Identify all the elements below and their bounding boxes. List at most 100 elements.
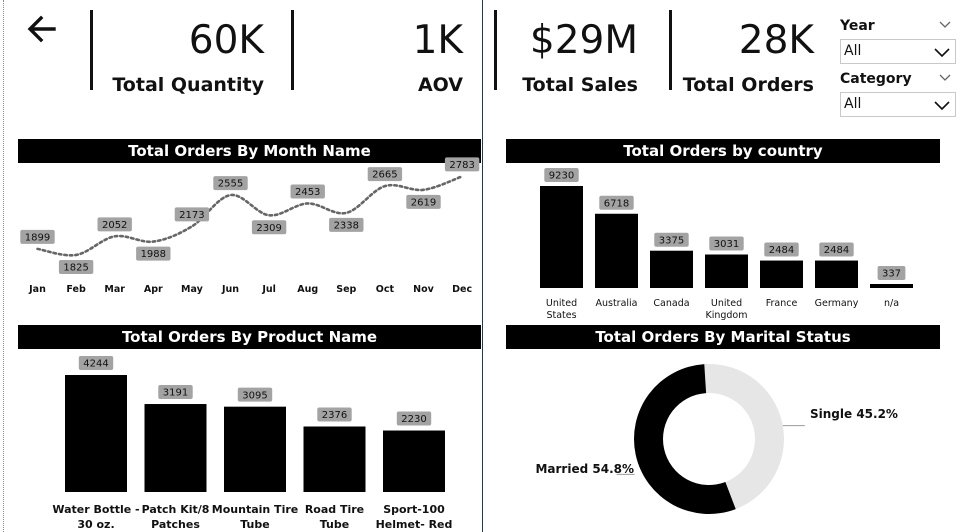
country-axis-label: United [711,298,742,309]
month-axis-label: Dec [452,284,472,295]
kpi-label: Total Orders [682,74,814,96]
country-data-label-bg [599,195,634,210]
product-axis-label: Helmet- Red [376,518,453,531]
product-data-label: 2230 [401,414,426,425]
year-dropdown[interactable]: All [840,39,956,64]
month-axis-label: Nov [413,284,434,295]
panel-title-product: Total Orders By Product Name [18,325,481,349]
month-data-label-bg [406,194,441,209]
category-slicer: Category All [840,70,956,117]
country-data-label-bg [654,232,689,247]
orders-by-marital-donut-chart: Single 45.2% Married 54.8% [535,364,898,514]
category-dropdown-value: All [844,96,862,112]
month-axis-label: Oct [376,284,395,295]
panel-title-month: Total Orders By Month Name [18,139,481,163]
country-bar [870,284,913,288]
month-axis-label: Jul [261,284,276,295]
month-axis-label: Apr [144,284,163,295]
kpi-card-total-orders: 28K Total Orders [680,16,814,98]
chevron-down-icon [934,48,950,58]
month-data-label-bg [367,167,403,182]
country-data-label: 3375 [659,235,684,246]
chevron-down-icon [934,101,950,111]
country-axis-label: States [546,310,576,321]
country-bar [705,254,748,288]
product-data-label: 3095 [242,390,267,401]
country-axis-label: France [766,298,798,309]
kpi-card-total-sales: $29M Total Sales [510,16,638,98]
canvas-left-border [3,0,4,532]
kpi-label: Total Quantity [112,74,264,96]
month-axis-label: Mar [104,284,125,295]
country-data-label-bg [764,242,799,257]
country-axis-label: Kingdom [705,310,747,321]
product-data-label-bg [317,407,352,422]
country-data-label: 9230 [549,171,574,182]
product-data-label-bg [158,385,193,400]
arrow-left-icon [27,15,56,43]
year-slicer-label: Year [840,18,875,34]
page-divider [482,0,483,532]
kpi-separator [494,10,497,90]
orders-by-product-bar-chart: 4244 Water Bottle - 30 oz. 3191 Patch Kit/8 P… [52,356,453,531]
kpi-separator [90,10,93,90]
product-bar [144,404,207,492]
kpi-card-aov: 1K AOV [306,16,463,98]
product-bar [383,430,445,492]
country-bar [760,260,803,288]
month-data-label-bg [251,220,287,235]
month-data-label: 2173 [179,210,204,221]
country-data-label-bg [544,168,579,182]
back-button[interactable] [22,10,66,50]
country-axis-label: United [546,298,577,309]
month-data-label-bg [174,207,210,222]
month-data-label-bg [58,259,94,274]
month-axis-label: Jan [28,284,46,295]
category-slicer-header[interactable]: Category [840,70,956,90]
panel-title-country: Total Orders by country [506,139,940,163]
kpi-value: $29M [529,18,638,63]
kpi-label: Total Sales [522,74,638,96]
year-slicer-header[interactable]: Year [840,17,956,37]
month-axis-label: Feb [66,284,86,295]
product-data-label: 4244 [83,359,108,370]
kpi-separator [291,10,294,90]
month-data-label: 1825 [63,263,88,274]
product-axis-label: Tube [240,518,269,531]
country-data-label: 6718 [604,198,629,209]
kpi-value: 28K [738,18,814,63]
product-data-label: 2376 [322,410,347,421]
product-axis-label: Tube [320,518,349,531]
month-data-label: 2619 [411,197,436,208]
month-data-label: 2665 [372,170,397,181]
country-axis-label: n/a [884,298,899,309]
orders-by-country-bar-chart: 9230UnitedStates6718Australia3375Canada3… [540,168,913,321]
country-axis-label: Canada [653,298,689,309]
month-data-label: 2309 [256,223,281,234]
kpi-separator [669,10,672,90]
country-bar [650,250,693,288]
country-data-label-bg [709,236,744,251]
month-data-label: 2052 [102,220,127,231]
month-data-label: 1899 [25,232,50,243]
month-axis-label: Aug [297,284,318,295]
marital-slice-married [634,364,736,514]
month-data-label-bg [213,176,248,191]
month-data-label-bg [329,217,364,232]
month-data-label-bg [444,157,480,172]
marital-slice-label: Single 45.2% [810,407,898,421]
category-slicer-label: Category [840,71,912,87]
kpi-label: AOV [417,74,463,96]
product-data-label: 3191 [163,388,188,399]
month-axis-label: Sep [336,284,356,295]
product-bar [224,406,286,492]
product-bar [303,426,366,492]
category-dropdown[interactable]: All [840,92,956,117]
panel-title-marital: Total Orders By Marital Status [506,325,940,349]
product-axis-label: Sport-100 [383,503,445,516]
product-data-label-bg [78,356,114,370]
month-data-label: 2783 [449,160,474,171]
product-axis-label: Patches [151,518,200,531]
year-slicer: Year All [840,17,956,64]
